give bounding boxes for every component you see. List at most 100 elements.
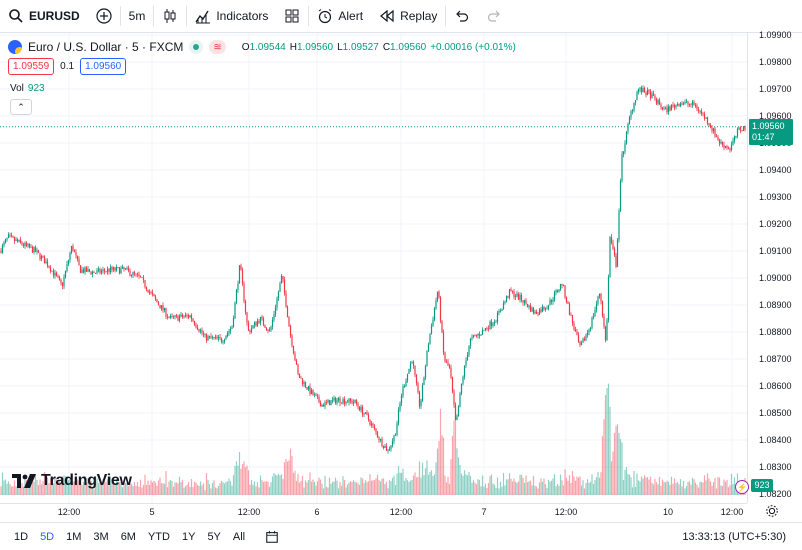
data-delay-pill[interactable]: ≋ [209,40,226,54]
volume-bar [238,452,241,495]
replay-button[interactable]: Replay [371,0,445,33]
candle-body [261,316,263,319]
calendar-icon[interactable] [265,530,279,544]
candle-body [121,266,124,269]
volume-bar [472,480,475,495]
volume-bar [256,482,259,495]
volume-bar [135,485,137,495]
candle-body [573,323,575,330]
candle-body [669,106,671,111]
range-button-6m[interactable]: 6M [120,530,136,543]
volume-bar [363,483,365,495]
candle-body [240,265,242,270]
candle-body [444,352,446,362]
volume-bar [390,481,392,495]
gear-icon[interactable] [765,504,779,518]
volume-bar [565,477,568,495]
compare-symbol-button[interactable] [88,0,120,33]
symbol-title[interactable]: Euro / U.S. Dollar · 5 · FXCM [28,40,184,54]
symbol-search-button[interactable]: EURUSD [0,0,88,33]
candle-body [24,242,26,246]
volume-bar [466,475,469,495]
candle-body [124,268,127,270]
candle-body [238,265,241,284]
indicators-button[interactable]: Indicators [187,0,276,33]
volume-bar [82,482,85,495]
candle-body [430,325,433,335]
range-button-1d[interactable]: 1D [14,530,29,543]
layouts-button[interactable] [276,0,308,33]
volume-bar [273,473,275,495]
candle-body [28,244,31,248]
range-button-5d[interactable]: 5D [40,530,55,543]
candle-body [645,92,647,96]
volume-bar [382,478,385,495]
candle-body [607,277,610,321]
candle-body [591,317,593,328]
range-button-ytd[interactable]: YTD [147,530,170,543]
volume-bar [0,486,2,495]
candle-body [144,280,146,288]
redo-button[interactable] [478,0,510,33]
toolbar-divider [186,6,188,26]
candle-body [550,299,553,302]
candle-body [66,264,68,271]
volume-bar [181,479,184,495]
volume-bar [358,484,361,495]
price-scale[interactable]: 1.099001.098001.097001.096001.095001.094… [747,30,802,503]
volume-bar [246,465,248,495]
candle-body [564,285,566,298]
volume-bar [420,477,422,495]
undo-button[interactable] [446,0,478,33]
candle-body [237,283,239,290]
volume-bar [468,471,470,495]
chart-type-button[interactable] [154,0,186,33]
volume-bar [153,480,155,495]
candle-body [703,113,706,119]
candle-body [696,105,698,110]
volume-bar [514,481,517,495]
volume-bar [651,482,653,495]
candle-body [1,245,4,253]
buy-ask-button[interactable]: 1.09560 [80,58,127,75]
candle-body [183,316,185,318]
range-button-1y[interactable]: 1Y [181,530,196,543]
candle-body [381,439,383,447]
candle-body [436,291,439,301]
sell-bid-button[interactable]: 1.09559 [8,58,55,75]
time-scale[interactable]: 12:00 5 12:00 6 12:00 7 12:00 10 12:00 [0,503,747,521]
high-label: H [289,41,297,53]
candle-body [421,384,424,401]
tradingview-logo[interactable]: TradingView [12,472,132,490]
candle-body [636,92,638,101]
volume-bar [465,474,467,495]
candle-body [492,323,494,326]
volume-bar [282,479,284,495]
candle-body [274,307,277,315]
candle-body [255,322,257,326]
low-label: L [337,41,343,53]
clock-timezone[interactable]: 13:33:13 (UTC+5:30) [682,531,786,543]
range-button-all[interactable]: All [232,530,246,543]
volume-bar [646,477,649,495]
candle-body [6,237,8,240]
collapse-legend-button[interactable]: ⌃ [10,99,32,115]
volume-bar [415,477,418,495]
price-chart[interactable] [0,33,747,503]
range-button-5y[interactable]: 5Y [207,530,221,543]
range-button-3m[interactable]: 3M [93,530,109,543]
volume-bar [252,484,254,495]
candle-body [297,364,299,374]
volume-bar [88,481,91,495]
lightning-icon[interactable]: ⚡ [735,480,749,494]
candle-body [385,446,388,451]
volume-bar [412,475,415,495]
market-status-pill[interactable] [189,40,204,54]
volume-bar [145,484,148,495]
interval-button[interactable]: 5m [121,0,154,33]
alert-button[interactable]: Alert [309,0,371,33]
volume-bar [450,459,452,495]
candle-body [484,328,487,331]
range-button-1m[interactable]: 1M [66,530,82,543]
candle-body [235,289,238,303]
